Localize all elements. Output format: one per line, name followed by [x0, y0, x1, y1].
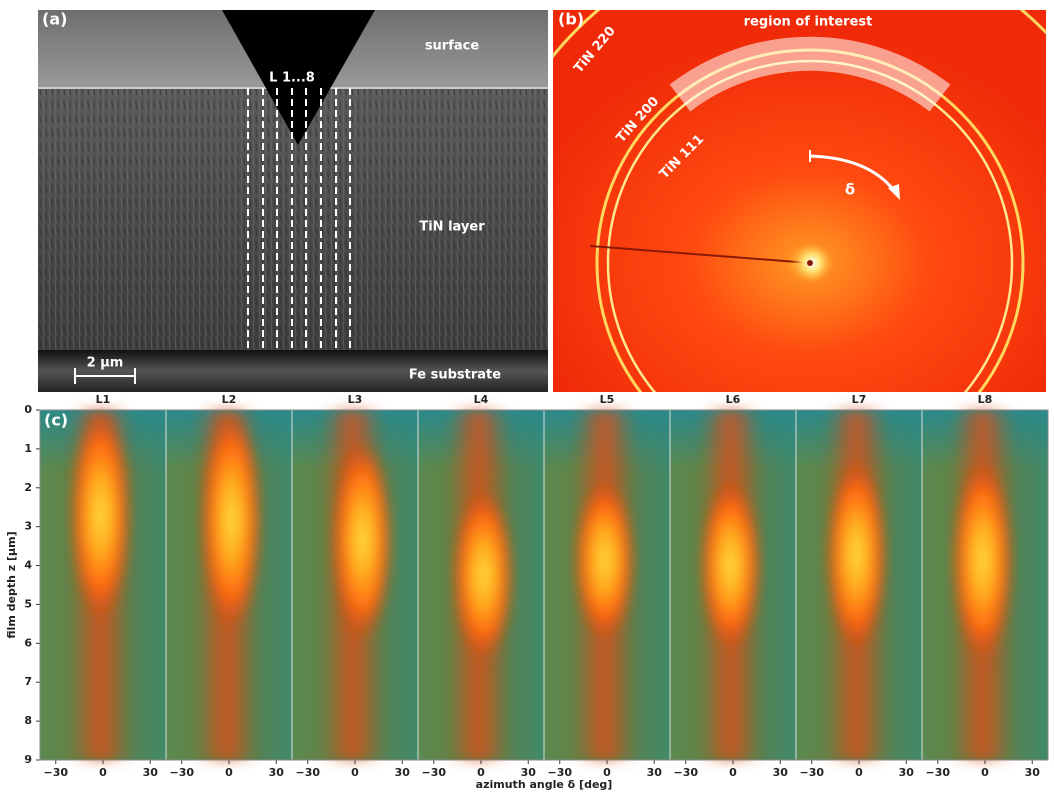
x-tick-label: −30 — [421, 766, 446, 779]
y-axis-label: film depth z [µm] — [5, 531, 18, 638]
region-label: Fe substrate — [409, 368, 501, 383]
x-tick-label: −30 — [673, 766, 698, 779]
roi-label: region of interest — [744, 15, 873, 30]
x-axis-label: azimuth angle δ [deg] — [476, 778, 613, 791]
angle-label: δ — [845, 181, 855, 199]
x-tick-label: −30 — [799, 766, 824, 779]
y-tick-label: 0 — [24, 403, 32, 416]
x-tick-label: −30 — [295, 766, 320, 779]
y-tick-label: 4 — [24, 559, 32, 572]
intensity-blob — [201, 410, 261, 630]
y-tick-label: 1 — [24, 442, 32, 455]
y-tick-label: 8 — [24, 714, 32, 727]
x-tick-label: 0 — [729, 766, 737, 779]
column-label: L2 — [222, 393, 237, 406]
column-label: L8 — [978, 393, 993, 406]
scale-bar-label: 2 µm — [87, 356, 124, 371]
intensity-blob — [453, 490, 513, 660]
intensity-blob — [70, 410, 130, 620]
sem-image — [38, 10, 548, 392]
intensity-blob — [332, 440, 392, 640]
x-tick-label: 30 — [773, 766, 789, 779]
column-label: L3 — [348, 393, 363, 406]
intensity-blob — [952, 460, 1012, 660]
region-label: surface — [425, 39, 480, 54]
x-tick-label: 30 — [395, 766, 411, 779]
column-label: L4 — [474, 393, 489, 406]
x-tick-label: 0 — [981, 766, 989, 779]
region-label: TiN layer — [419, 220, 485, 235]
intensity-blob — [700, 480, 760, 650]
x-tick-label: 0 — [99, 766, 107, 779]
figure: (a) surface L 1...8 TiN layer Fe substra… — [0, 0, 1054, 794]
panel-label: (c) — [44, 411, 68, 430]
x-tick-label: −30 — [169, 766, 194, 779]
x-tick-label: −30 — [925, 766, 950, 779]
panel-label: (b) — [558, 10, 584, 29]
x-tick-label: 30 — [269, 766, 285, 779]
x-tick-label: 0 — [225, 766, 233, 779]
column-label: L7 — [852, 393, 867, 406]
x-tick-label: 30 — [1025, 766, 1041, 779]
x-tick-label: 30 — [143, 766, 159, 779]
column-label: L6 — [726, 393, 741, 406]
intensity-blob — [574, 480, 634, 640]
y-tick-label: 5 — [24, 597, 32, 610]
x-tick-label: 0 — [855, 766, 863, 779]
column-label: L5 — [600, 393, 615, 406]
line-label: L 1...8 — [269, 71, 315, 86]
y-tick-label: 3 — [24, 520, 32, 533]
y-tick-label: 9 — [24, 753, 32, 766]
intensity-blob — [826, 460, 886, 650]
y-tick-label: 7 — [24, 675, 32, 688]
x-tick-label: −30 — [43, 766, 68, 779]
x-tick-label: 0 — [351, 766, 359, 779]
column-label: L1 — [96, 393, 111, 406]
y-tick-label: 6 — [24, 636, 32, 649]
x-tick-label: 30 — [899, 766, 915, 779]
panel-label: (a) — [42, 10, 67, 29]
x-tick-label: 30 — [647, 766, 663, 779]
y-tick-label: 2 — [24, 481, 32, 494]
